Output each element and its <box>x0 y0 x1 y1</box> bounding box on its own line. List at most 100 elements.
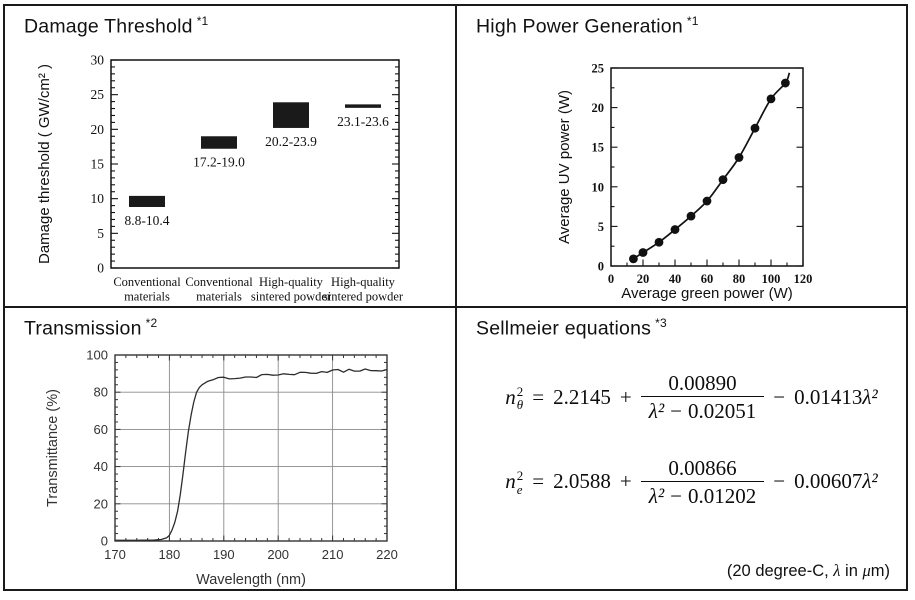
equals-sign: = <box>532 384 545 409</box>
data-point <box>654 237 664 247</box>
plot-frame <box>110 59 400 269</box>
fraction-numerator: 0.00890 <box>668 371 737 395</box>
y-tick-label: 100 <box>86 348 108 363</box>
x-axis-label: Wavelength (nm) <box>196 572 306 588</box>
y-tick-label: 60 <box>94 422 108 437</box>
data-point <box>629 254 638 264</box>
math-symbol: λ² <box>648 483 665 508</box>
constant-term: 2.0588 <box>553 469 611 494</box>
x-tick-label: 220 <box>376 547 398 562</box>
transmission-panel: Transmission *2 0 20 40 60 80 100 170 180 190 200 2… <box>5 308 457 589</box>
conditions-note: (20 degree-C, λ in μm) <box>727 561 890 581</box>
transmission-svg: 0 20 40 60 80 100 170 180 190 200 210 220 Transmitta… <box>45 348 398 589</box>
high-power-chart: 0 5 10 15 20 25 0 20 40 60 80 100 120 Average UV powe… <box>549 46 885 306</box>
constant-term: 2.2145 <box>553 384 611 409</box>
range-bar <box>129 195 165 207</box>
x-tick-label: 80 <box>733 272 746 286</box>
x-tick-label: 210 <box>322 547 344 562</box>
category-label: sintered powder <box>251 290 332 304</box>
panel-title-text: Transmission <box>24 317 142 340</box>
subscript: θ <box>516 397 524 413</box>
axis-ticks <box>111 59 399 269</box>
x-tick-label: 60 <box>701 272 714 286</box>
data-point <box>686 211 696 221</box>
high-power-title: High Power Generation *1 <box>476 14 699 39</box>
fraction-denominator: λ² −0.01202 <box>640 480 765 509</box>
x-axis-label: Average green power (W) <box>621 285 792 302</box>
x-tick-label: 40 <box>669 272 682 286</box>
damage-threshold-panel: Damage Threshold *1 0 5 10 15 20 25 30 Damage th… <box>5 6 457 308</box>
x-tick-label: 180 <box>159 547 181 562</box>
plus-sign: + <box>619 469 632 494</box>
x-tick-label: 190 <box>213 547 235 562</box>
note-text: (20 degree-C, <box>726 562 834 580</box>
data-point <box>718 175 728 185</box>
constant: 0.01202 <box>687 483 757 508</box>
superscript: 2 <box>516 468 524 484</box>
fraction-denominator: λ² −0.02051 <box>640 396 765 424</box>
category-label: sintered powder <box>323 290 404 304</box>
damage-threshold-svg: 0 5 10 15 20 25 30 Damage threshold ( GW/cm² ) 8… <box>36 53 404 304</box>
fraction: 0.00890 λ² −0.02051 <box>640 370 765 425</box>
damage-threshold-chart: 0 5 10 15 20 25 30 Damage threshold ( GW/cm² ) 8… <box>29 44 441 306</box>
minus-sign: − <box>773 384 786 409</box>
y-tick-label: 15 <box>592 141 605 155</box>
math-symbol: λ² <box>862 384 878 409</box>
bar-range-label: 17.2-19.0 <box>193 155 245 170</box>
y-tick-label: 20 <box>94 496 108 511</box>
data-point <box>702 196 712 206</box>
category-label: materials <box>196 290 242 304</box>
range-bar <box>201 136 237 149</box>
y-tick-label: 5 <box>97 226 104 241</box>
fraction: 0.00866 λ² −0.01202 <box>640 455 765 510</box>
footnote-marker: *1 <box>686 14 699 28</box>
y-axis-label: Transmittance (%) <box>45 389 61 507</box>
plot-frame <box>114 354 388 542</box>
tail-term: 0.01413λ² <box>794 385 878 410</box>
minus-sign: − <box>670 483 682 508</box>
note-text: in <box>840 562 863 580</box>
minus-sign: − <box>773 469 786 494</box>
footnote-marker: *3 <box>655 316 667 330</box>
x-tick-label: 0 <box>608 272 614 286</box>
transmission-chart: 0 20 40 60 80 100 170 180 190 200 210 220 Transmitta… <box>33 346 437 589</box>
y-tick-label: 80 <box>94 385 108 400</box>
y-tick-label: 30 <box>91 53 105 68</box>
category-label: High-quality <box>331 275 396 289</box>
x-tick-label: 100 <box>762 272 781 286</box>
y-tick-label: 10 <box>91 191 105 206</box>
y-tick-label: 25 <box>592 62 605 76</box>
minus-sign: − <box>670 399 682 424</box>
panel-title-text: High Power Generation <box>476 15 683 38</box>
superscript: 2 <box>516 383 524 399</box>
data-point <box>766 94 776 104</box>
panel-title-text: Sellmeier equations <box>476 317 652 340</box>
y-tick-label: 5 <box>598 220 604 234</box>
footnote-marker: *1 <box>196 14 209 28</box>
y-tick-label: 25 <box>91 87 105 102</box>
bar-range-label: 20.2-23.9 <box>265 134 317 149</box>
note-text: m) <box>870 562 890 580</box>
fraction-numerator: 0.00866 <box>668 455 737 480</box>
axis-ticks <box>610 67 804 267</box>
data-point <box>734 153 744 162</box>
panel-title-text: Damage Threshold <box>24 15 193 38</box>
y-axis-label: Average UV power (W) <box>556 90 573 244</box>
high-power-svg: 0 5 10 15 20 25 0 20 40 60 80 100 120 Average UV powe… <box>556 62 812 303</box>
grid-lines <box>115 355 387 541</box>
category-label: materials <box>124 290 170 304</box>
data-point <box>638 248 648 257</box>
plus-sign: + <box>619 384 632 409</box>
range-bar <box>345 104 381 108</box>
y-tick-label: 20 <box>592 101 605 115</box>
high-power-panel: High Power Generation *1 0 5 10 15 20 25 0 20 40 6… <box>457 6 906 308</box>
constant: 0.02051 <box>687 399 757 424</box>
y-axis-label: Damage threshold ( GW/cm² ) <box>36 64 53 264</box>
y-tick-label: 40 <box>94 459 108 474</box>
math-symbol: n <box>505 469 516 494</box>
damage-threshold-title: Damage Threshold *1 <box>24 14 208 39</box>
transmittance-curve <box>115 368 388 541</box>
